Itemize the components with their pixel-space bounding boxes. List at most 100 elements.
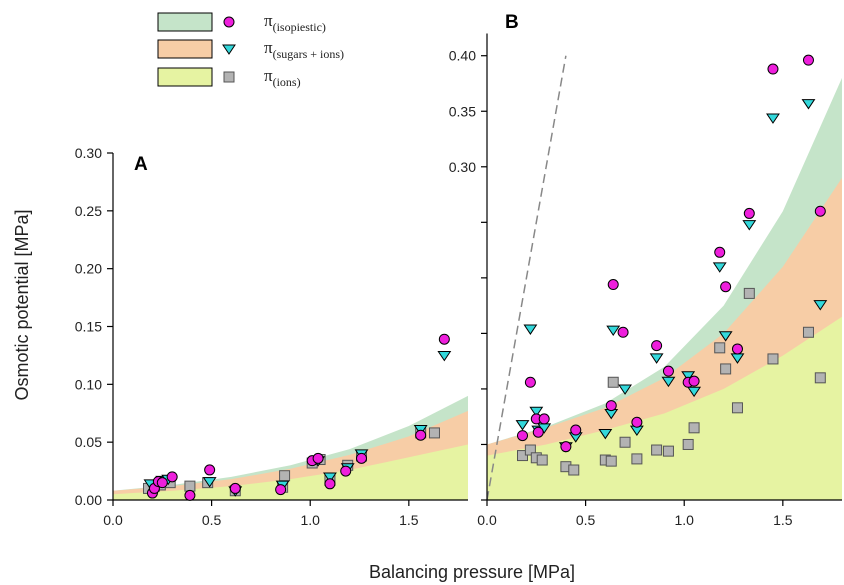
sugars-ions-point: [618, 384, 632, 395]
legend-circle-marker: [223, 16, 235, 28]
isopiestic-point: [517, 430, 528, 442]
isopiestic-point: [312, 452, 324, 464]
y-tick-label: 0.40: [449, 48, 476, 64]
x-axis-label: Balancing pressure [MPa]: [369, 562, 575, 582]
y-axis-label: Osmotic potential [MPa]: [12, 209, 32, 400]
legend-band-isopiestic: [157, 12, 213, 32]
x-tick-label: 1.5: [399, 512, 419, 528]
panel-b: 0.0 0.5 1.0 1.5 0.30 0.35 0.40: [449, 33, 842, 528]
isopiestic-point: [617, 326, 629, 338]
legend: π(isopiestic) π(sugars + ions) π(ions): [157, 11, 344, 89]
isopiestic-point: [340, 465, 352, 477]
panel-b-label: B: [505, 12, 519, 33]
isopiestic-point: [802, 54, 814, 66]
y-tick-label: 0.30: [449, 159, 476, 175]
ions-point: [568, 464, 580, 476]
ions-point: [743, 287, 755, 299]
legend-square-marker: [223, 71, 235, 83]
sugars-ions-point: [681, 371, 696, 382]
isopiestic-point: [720, 281, 732, 293]
legend-triangle-marker: [222, 44, 236, 55]
x-tick-label: 1.0: [300, 512, 320, 528]
x-tick-label: 1.0: [674, 512, 694, 528]
sugars-ions-point: [437, 351, 452, 362]
ions-point: [802, 326, 814, 338]
band-ions: [113, 444, 468, 500]
ions-point: [517, 450, 528, 462]
isopiestic-point: [662, 365, 674, 377]
isopiestic-point: [714, 246, 726, 258]
legend-band-ions: [157, 67, 213, 87]
ions-point: [714, 342, 726, 354]
isopiestic-point: [743, 207, 755, 219]
x-tick-label: 0.0: [103, 512, 123, 528]
x-tick-label: 0.5: [202, 512, 222, 528]
isopiestic-point: [415, 429, 427, 441]
sugars-ions-point: [718, 331, 733, 342]
sugars-ions-point: [515, 420, 530, 431]
ions-point: [607, 376, 619, 388]
y-tick-label: 0.15: [75, 319, 102, 335]
isopiestic-point: [631, 416, 643, 428]
x-tick-label: 1.5: [773, 512, 793, 528]
y-tick-label: 0.25: [75, 203, 102, 219]
sugars-ions-point: [813, 300, 828, 311]
ions-point: [524, 444, 536, 456]
isopiestic-point: [156, 477, 168, 489]
legend-label: π(ions): [264, 66, 301, 89]
sugars-ions-point: [529, 406, 544, 418]
ions-point: [605, 455, 617, 467]
isopiestic-point: [570, 424, 582, 436]
y-tick-label: 0.35: [449, 103, 476, 119]
sugars-ions-point: [766, 113, 780, 124]
isopiestic-point: [524, 376, 536, 388]
ions-point: [814, 372, 826, 384]
sugars-ions-point: [523, 324, 538, 335]
panel-a-label: A: [134, 154, 148, 175]
panel-a: 0.0 0.5 1.0 1.5 0.00 0.05 0.10 0.15 0.20 0.25 0.30: [75, 145, 468, 528]
ions-point: [682, 438, 694, 450]
ions-point: [428, 427, 440, 439]
ions-point: [279, 470, 291, 482]
ions-point: [662, 445, 674, 457]
isopiestic-point: [731, 343, 743, 355]
y-tick-label: 0.20: [75, 261, 102, 277]
legend-band-sugars-ions: [157, 39, 213, 59]
isopiestic-point: [275, 484, 287, 496]
sugars-ions-point: [687, 386, 702, 398]
isopiestic-point: [538, 413, 550, 425]
sugars-ions-point: [323, 472, 337, 483]
sugars-ions-point: [742, 220, 757, 231]
y-tick-label: 0.00: [75, 492, 102, 508]
x-tick-label: 0.5: [576, 512, 596, 528]
sugars-ions-point: [712, 262, 727, 273]
isopiestic-point: [356, 452, 367, 464]
isopiestic-point: [324, 478, 336, 490]
y-tick-label: 0.10: [75, 376, 102, 392]
isopiestic-point: [814, 205, 826, 217]
sugars-ions-point: [202, 477, 217, 488]
isopiestic-point: [229, 482, 241, 494]
isopiestic-point: [560, 441, 572, 453]
x-tick-label: 0.0: [477, 512, 497, 528]
isopiestic-point: [532, 426, 544, 438]
isopiestic-point: [438, 333, 450, 345]
ions-point: [651, 444, 663, 456]
y-tick-label: 0.05: [75, 434, 102, 450]
legend-label: π(isopiestic): [264, 11, 326, 34]
isopiestic-point: [767, 63, 779, 75]
ions-point: [631, 453, 643, 465]
sugars-ions-point: [661, 376, 676, 388]
reference-line: [486, 55, 567, 501]
isopiestic-point: [184, 489, 196, 501]
isopiestic-point: [651, 340, 663, 352]
legend-label: π(sugars + ions): [264, 38, 344, 61]
ions-point: [619, 436, 631, 448]
sugars-ions-point: [649, 353, 664, 364]
sugars-ions-point: [598, 428, 613, 440]
isopiestic-point: [607, 279, 619, 291]
y-tick-label: 0.30: [75, 145, 102, 161]
sugars-ions-point: [801, 99, 816, 110]
band-ions: [487, 316, 842, 500]
